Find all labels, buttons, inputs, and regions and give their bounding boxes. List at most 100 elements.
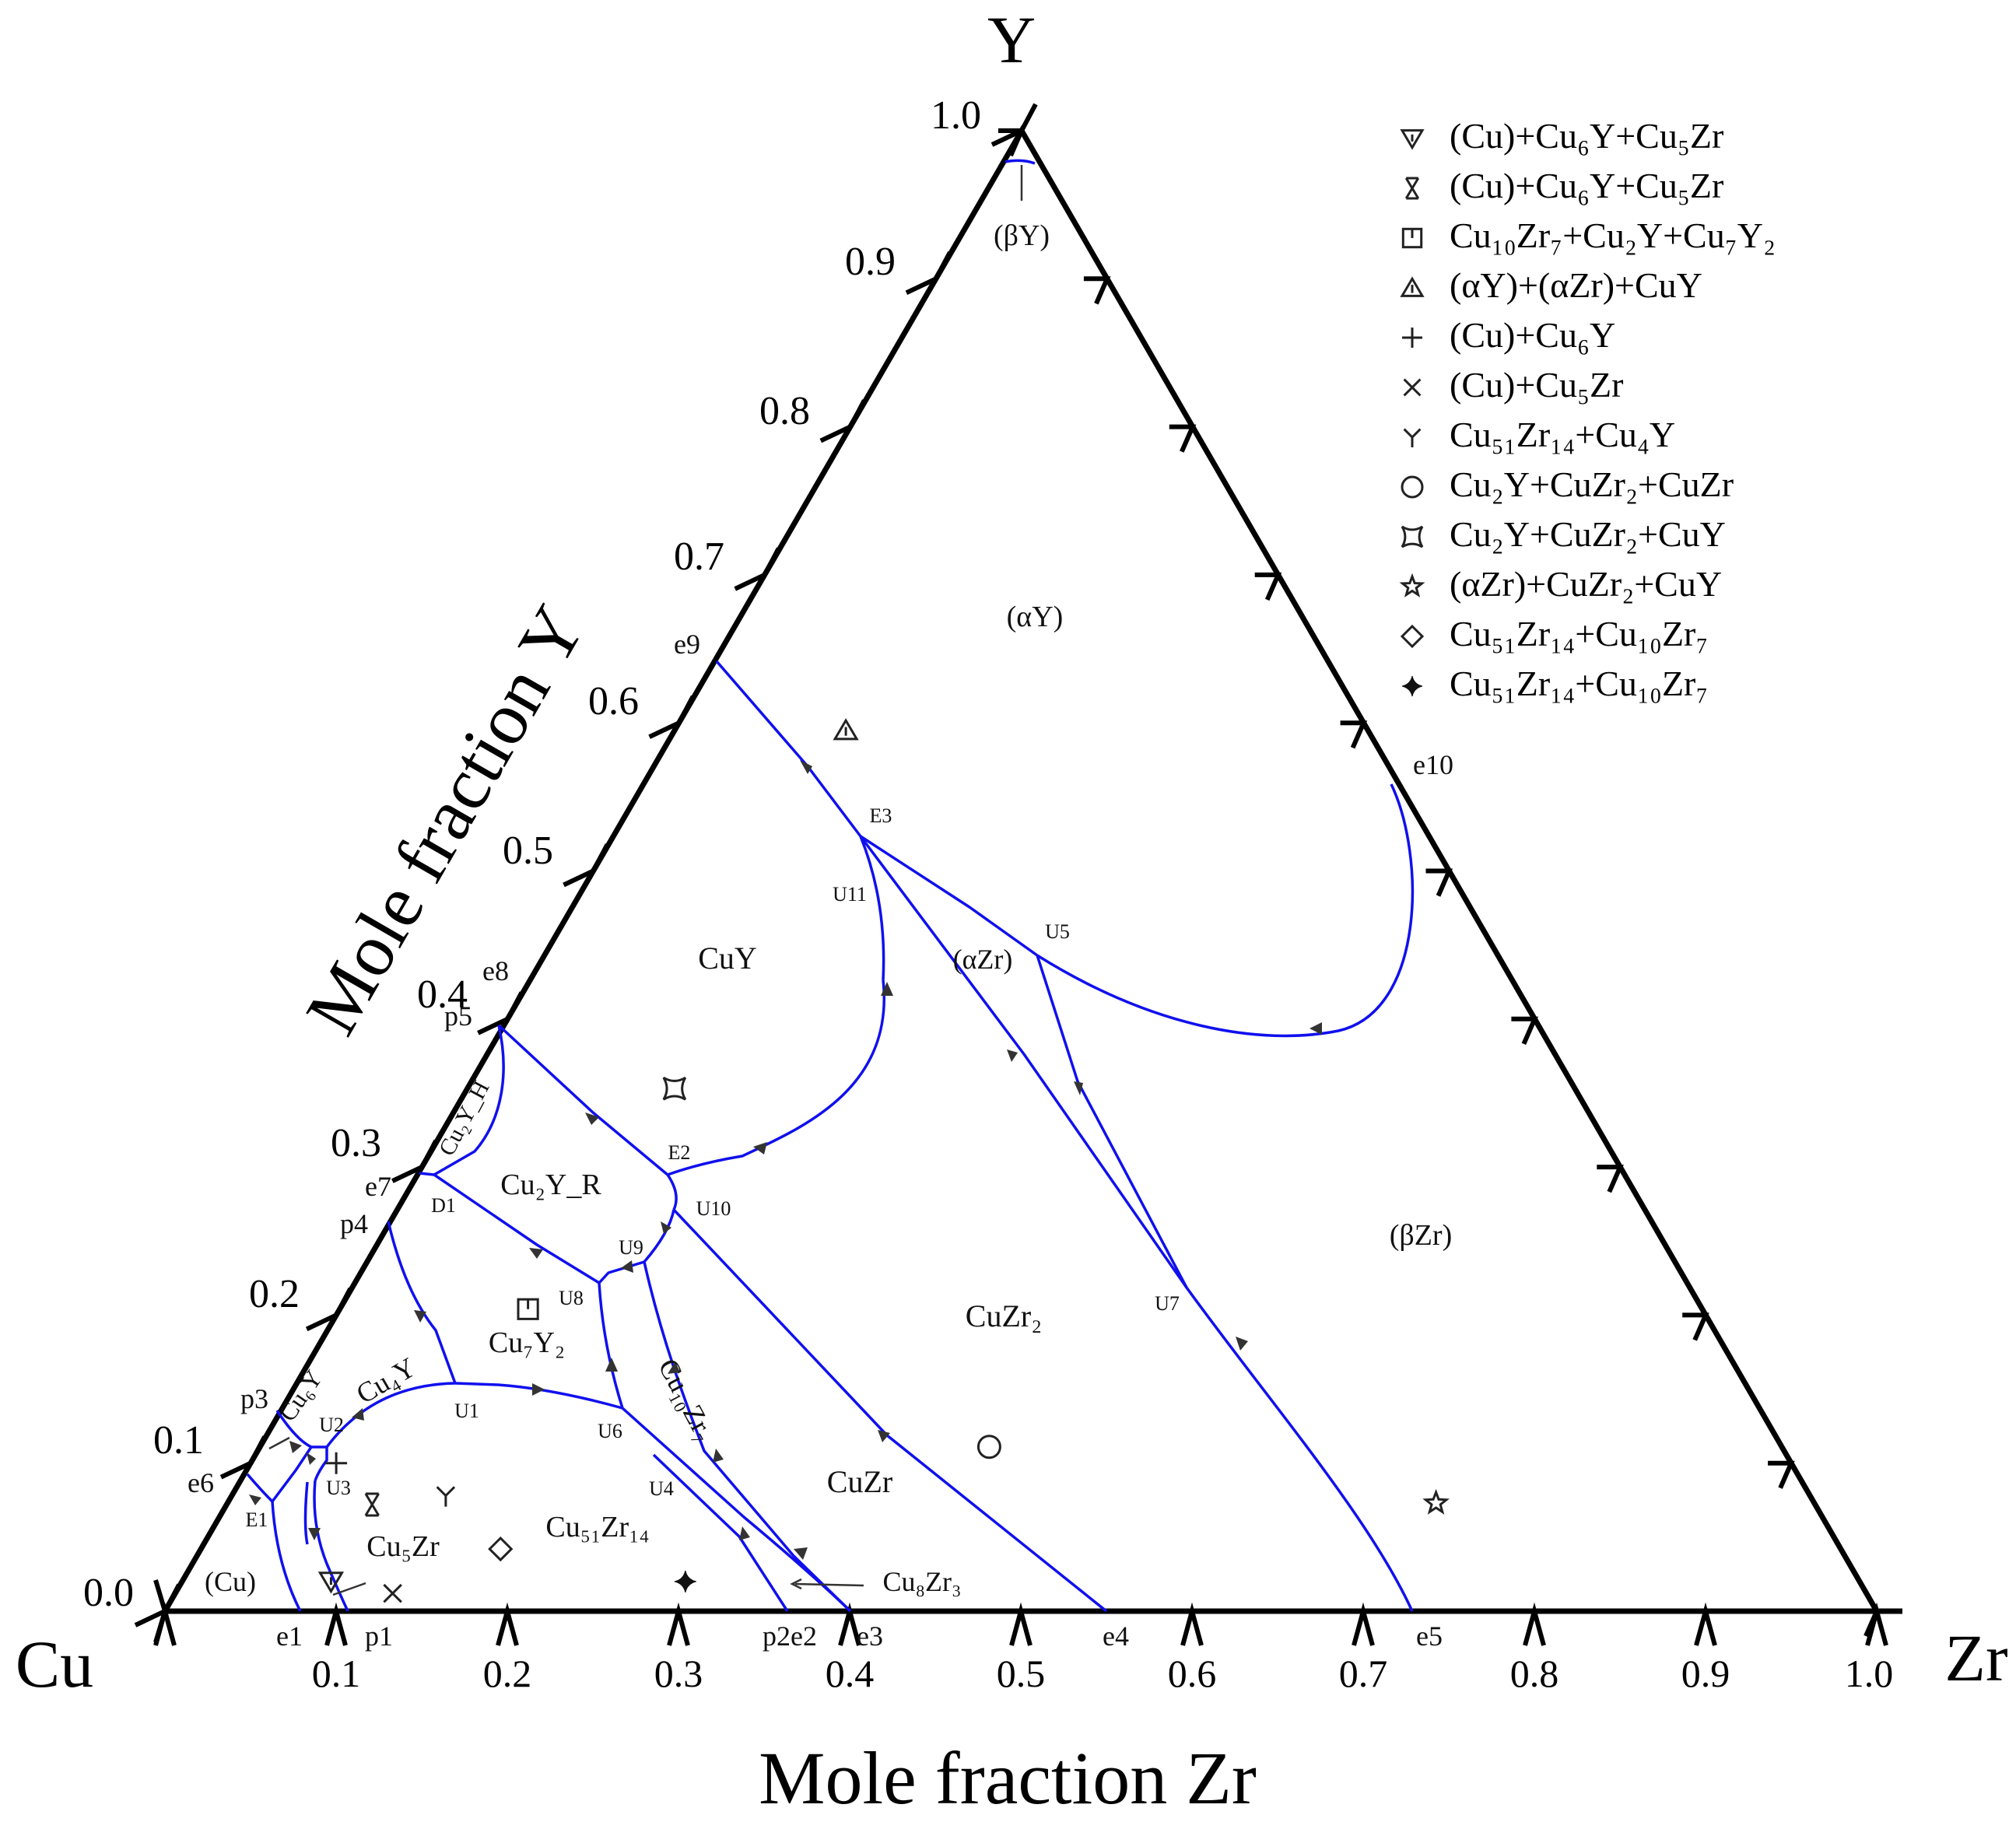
tick-bottom	[496, 1602, 519, 1646]
corner-label-cu: Cu	[16, 1627, 93, 1701]
tick-label-y-0.8: 0.8	[759, 389, 810, 433]
legend-symbol-star-icon	[1399, 573, 1425, 597]
tick-right	[1511, 1016, 1538, 1046]
direction-arrows	[249, 760, 1322, 1560]
region-cu5zr: Cu₅Zr	[366, 1530, 440, 1563]
curve-d1-u8	[433, 1173, 600, 1284]
tick-bottom	[1180, 1602, 1204, 1646]
tick-label-zr-0.5: 0.5	[997, 1652, 1046, 1695]
label-e9: e9	[674, 629, 700, 660]
legend-entry: (Cu)+Cu₆Y+Cu₅Zr	[1404, 166, 1723, 205]
label-e6: e6	[188, 1467, 214, 1498]
label-E2: E2	[668, 1141, 691, 1164]
sample-markers	[317, 718, 1450, 1603]
tick-right	[998, 128, 1026, 157]
leader-lines	[268, 165, 1023, 1596]
region-cuzr: CuZr	[827, 1464, 892, 1499]
arrow-u11	[881, 982, 893, 996]
legend-label: Cu₅₁Zr₁₄+Cu₁₀Zr₇	[1450, 614, 1708, 653]
curve-p5-e2	[497, 1024, 669, 1176]
arrow-u1-u3	[352, 1408, 364, 1421]
tick-label-y-0.7: 0.7	[674, 534, 724, 579]
tick-right	[1340, 720, 1368, 749]
sample-marker-diamond	[488, 1536, 514, 1562]
arrow-d1-u8	[529, 1248, 543, 1259]
legend-label: Cu₁₀Zr₇+Cu₂Y+Cu₇Y₂	[1450, 215, 1776, 255]
arrow-u1-u6	[532, 1383, 545, 1396]
tick-bottom	[324, 1602, 348, 1646]
tick-label-zr-0.4: 0.4	[826, 1652, 875, 1695]
legend: (Cu)+Cu₆Y+Cu₅Zr (Cu)+Cu₆Y+Cu₅Zr Cu₁₀Zr₇+Cu…	[1399, 116, 1776, 703]
label-U4: U4	[649, 1477, 674, 1500]
legend-symbol-triangle-down-icon	[1400, 129, 1425, 150]
tick-left	[563, 843, 610, 888]
label-e7: e7	[365, 1171, 391, 1202]
tick-label-y-0.4: 0.4	[417, 972, 468, 1017]
region-alpha-y: (αY)	[1007, 601, 1064, 633]
axis-title-bottom: Mole fraction Zr	[759, 1736, 1257, 1820]
legend-entry: (Cu)+Cu₅Zr	[1403, 365, 1623, 405]
label-p2e2: p2e2	[763, 1621, 817, 1652]
arrow-e9-e3	[800, 760, 812, 774]
curve-u5-u7	[1036, 955, 1188, 1288]
arrow-e6-e1	[249, 1494, 261, 1505]
label-D1: D1	[431, 1194, 456, 1217]
arrow-u2-u3	[307, 1452, 316, 1465]
curve-u8-u6	[598, 1282, 624, 1409]
label-U3: U3	[326, 1477, 351, 1499]
tick-label-zr-0.3: 0.3	[654, 1652, 703, 1695]
curve-e9-e3	[715, 660, 862, 838]
label-p1: p1	[365, 1621, 393, 1652]
leader-cu6y	[268, 1436, 290, 1450]
tick-label-y-1.0: 1.0	[931, 93, 981, 138]
legend-symbol-diamond-icon	[1400, 624, 1425, 649]
curve-e3-u11	[859, 836, 885, 981]
tick-marks	[134, 103, 1888, 1646]
legend-symbol-square-concave-icon	[1401, 525, 1424, 548]
region-cu4y: Cu₄Y	[351, 1351, 421, 1410]
tick-cu-corner	[153, 1579, 168, 1643]
region-cu10zr7: Cu₁₀Zr₇	[652, 1354, 721, 1446]
curve-u9-p2	[643, 1261, 852, 1613]
arrow-e3-u7	[1007, 1049, 1018, 1062]
curve-u9-u8	[598, 1260, 645, 1284]
sample-marker-tri-y	[436, 1486, 456, 1507]
tick-right	[1425, 868, 1453, 897]
legend-label: (Cu)+Cu₆Y+Cu₅Zr	[1450, 166, 1723, 205]
sample-marker-square-tick	[517, 1298, 539, 1320]
leader-cu8zr3-head	[790, 1578, 802, 1590]
curve-u5-e10	[1036, 783, 1415, 1038]
legend-label: (Cu)+Cu₆Y	[1450, 315, 1615, 355]
legend-entry: Cu₅₁Zr₁₄+Cu₁₀Zr₇	[1400, 614, 1708, 653]
tick-label-zr-0.8: 0.8	[1510, 1652, 1559, 1695]
legend-label: (Cu)+Cu₅Zr	[1450, 365, 1623, 405]
tick-left	[648, 695, 696, 739]
region-alpha-zr: (αZr)	[953, 944, 1013, 975]
legend-entry: (Cu)+Cu₆Y	[1402, 315, 1615, 355]
region-cu: (Cu)	[205, 1566, 256, 1597]
tick-bottom	[1865, 1602, 1888, 1646]
legend-label: Cu₅₁Zr₁₄+Cu₁₀Zr₇	[1450, 664, 1708, 703]
tick-label-zr-0.7: 0.7	[1339, 1652, 1388, 1695]
legend-entry: Cu₂Y+CuZr₂+CuZr	[1401, 464, 1734, 504]
curve-p5-cu2yh	[433, 1025, 505, 1176]
curve-cu5zr-inner	[303, 1481, 309, 1545]
legend-label: (αY)+(αZr)+CuY	[1450, 265, 1702, 305]
sample-marker-star4	[674, 1570, 696, 1593]
tick-bottom	[1352, 1602, 1375, 1646]
curve-e2-u10	[666, 1174, 678, 1211]
legend-symbol-square-tick-icon	[1401, 227, 1423, 249]
tick-label-y-0.3: 0.3	[331, 1121, 381, 1165]
legend-label: Cu₅₁Zr₁₄+Cu₄Y	[1450, 415, 1675, 454]
curve-u10-u9	[643, 1209, 675, 1263]
tick-label-zr-0.1: 0.1	[312, 1652, 361, 1695]
curve-e7-d1	[419, 1172, 435, 1176]
sample-marker-plus	[325, 1452, 348, 1474]
legend-symbol-bowtie-icon	[1404, 177, 1420, 200]
arrow-p2-u6	[713, 1449, 724, 1463]
curve-p4-u1	[387, 1221, 457, 1384]
label-e1: e1	[276, 1621, 303, 1652]
curve-e1-e1bottom	[271, 1501, 302, 1612]
region-cu51zr14: Cu₅₁Zr₁₄	[545, 1511, 649, 1543]
